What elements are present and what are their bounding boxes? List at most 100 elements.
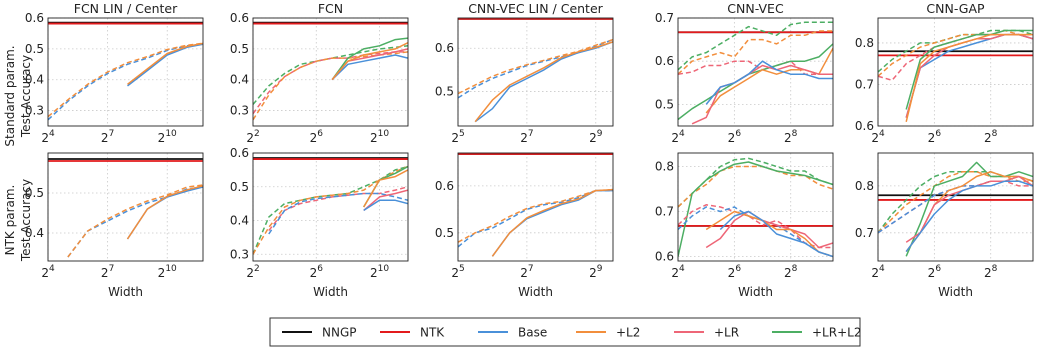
series-line: [458, 188, 613, 243]
chart-panel: 24 26 28 0.6 0.7 0.8 Width: [655, 152, 834, 299]
x-tick-label: 24: [41, 264, 55, 280]
series-line: [705, 60, 833, 105]
x-tick-label: 22: [246, 264, 259, 280]
series-line: [363, 169, 408, 208]
x-tick-label: 24: [671, 264, 685, 280]
series-line: [705, 210, 833, 249]
x-tick-label: 24: [671, 129, 685, 145]
x-tick-label: 210: [158, 129, 177, 145]
series-line: [253, 51, 408, 121]
x-axis-label: Width: [738, 285, 773, 299]
series-line: [253, 45, 408, 105]
series-line: [678, 30, 833, 75]
x-tick-label: 26: [728, 129, 742, 145]
y-tick-label: 0.5: [435, 84, 454, 98]
x-tick-label: 27: [520, 264, 533, 280]
x-tick-label: 28: [784, 129, 798, 145]
series-line: [127, 43, 203, 87]
chart-panel: 24 27 210 0.4 0.5 Width: [25, 152, 204, 299]
y-tick-label: 0.6: [435, 179, 454, 193]
chart-title: FCN LIN / Center: [74, 1, 178, 16]
x-tick-label: 26: [728, 264, 742, 280]
plot-area: [878, 161, 1033, 257]
row-label-standard-metric: Test Accuracy: [19, 55, 33, 138]
plot-area: [253, 21, 408, 121]
series-line: [905, 29, 1033, 110]
legend-label: NTK: [420, 326, 445, 340]
legend-label: NNGP: [322, 326, 357, 340]
chart-panel: 22 26 210 0.3 0.4 0.5 0.6 FCN: [230, 1, 409, 145]
x-tick-label: 210: [370, 129, 389, 145]
y-tick-label: 0.7: [655, 205, 674, 219]
axes-frame: [677, 17, 834, 127]
series-line: [705, 210, 833, 258]
y-tick-label: 0.5: [435, 226, 454, 240]
y-tick-label: 0.6: [855, 119, 874, 133]
series-line: [905, 161, 1033, 257]
series-line: [363, 189, 408, 211]
x-axis-label: Width: [518, 285, 553, 299]
chart-panel: 24 26 28 0.5 0.6 0.7 CNN-VEC: [655, 1, 834, 145]
y-tick-label: 0.6: [655, 54, 674, 68]
row-label-standard: Standard param.: [3, 45, 17, 146]
chart-panel: 25 27 29 0.5 0.6 Width: [435, 152, 614, 299]
series-line: [678, 204, 833, 249]
x-tick-label: 210: [370, 264, 389, 280]
axes-frame: [877, 152, 1034, 262]
series-line: [268, 186, 408, 232]
row-labels: Standard param. Test Accuracy NTK param.…: [3, 45, 33, 262]
x-tick-label: 29: [589, 264, 603, 280]
axes-frame: [457, 17, 614, 127]
x-tick-label: 25: [451, 264, 464, 280]
series-line: [67, 186, 203, 258]
y-tick-label: 0.4: [25, 73, 44, 87]
series-line: [678, 43, 833, 121]
x-tick-label: 27: [101, 129, 114, 145]
axes-frame: [457, 152, 614, 262]
y-tick-label: 0.5: [25, 42, 44, 56]
series-line: [48, 42, 203, 118]
series-line: [458, 38, 613, 95]
y-tick-label: 0.4: [230, 73, 249, 87]
y-tick-label: 0.6: [655, 250, 674, 264]
y-tick-label: 0.5: [25, 186, 44, 200]
plot-area: [48, 21, 203, 121]
series-line: [67, 184, 203, 258]
series-line: [905, 33, 1033, 118]
y-tick-label: 0.5: [230, 180, 249, 194]
x-tick-label: 24: [41, 129, 55, 145]
plot-area: [458, 153, 613, 257]
x-tick-label: 26: [310, 264, 324, 280]
y-tick-label: 0.6: [435, 41, 454, 55]
y-tick-label: 0.3: [230, 247, 249, 261]
plot-area: [678, 157, 833, 258]
x-tick-label: 26: [310, 129, 324, 145]
series-line: [905, 33, 1033, 122]
axes-frame: [677, 152, 834, 262]
y-tick-label: 0.8: [655, 160, 674, 174]
chart-panel: 24 27 210 0.3 0.4 0.5 0.6 FCN LIN / Center: [25, 1, 204, 145]
series-line: [363, 199, 408, 212]
y-tick-label: 0.7: [655, 11, 674, 25]
axes-frame: [877, 17, 1034, 127]
series-line: [458, 189, 613, 248]
series-line: [905, 180, 1033, 253]
series-line: [678, 206, 833, 258]
plot-area: [878, 29, 1033, 122]
row-label-ntk-metric: Test Accuracy: [19, 179, 33, 262]
y-tick-label: 0.6: [25, 11, 44, 25]
y-tick-label: 0.4: [230, 214, 249, 228]
y-tick-label: 0.6: [230, 146, 249, 160]
y-tick-label: 0.7: [855, 77, 874, 91]
plot-area: [253, 157, 408, 255]
series-line: [474, 41, 613, 123]
x-tick-label: 28: [984, 129, 998, 145]
series-line: [127, 42, 203, 85]
x-axis-label: Width: [108, 285, 143, 299]
series-line: [678, 165, 833, 208]
series-line: [48, 43, 203, 121]
x-axis-label: Width: [938, 285, 973, 299]
x-tick-label: 25: [451, 129, 464, 145]
series-line: [491, 188, 613, 257]
axes-frame: [47, 17, 204, 127]
